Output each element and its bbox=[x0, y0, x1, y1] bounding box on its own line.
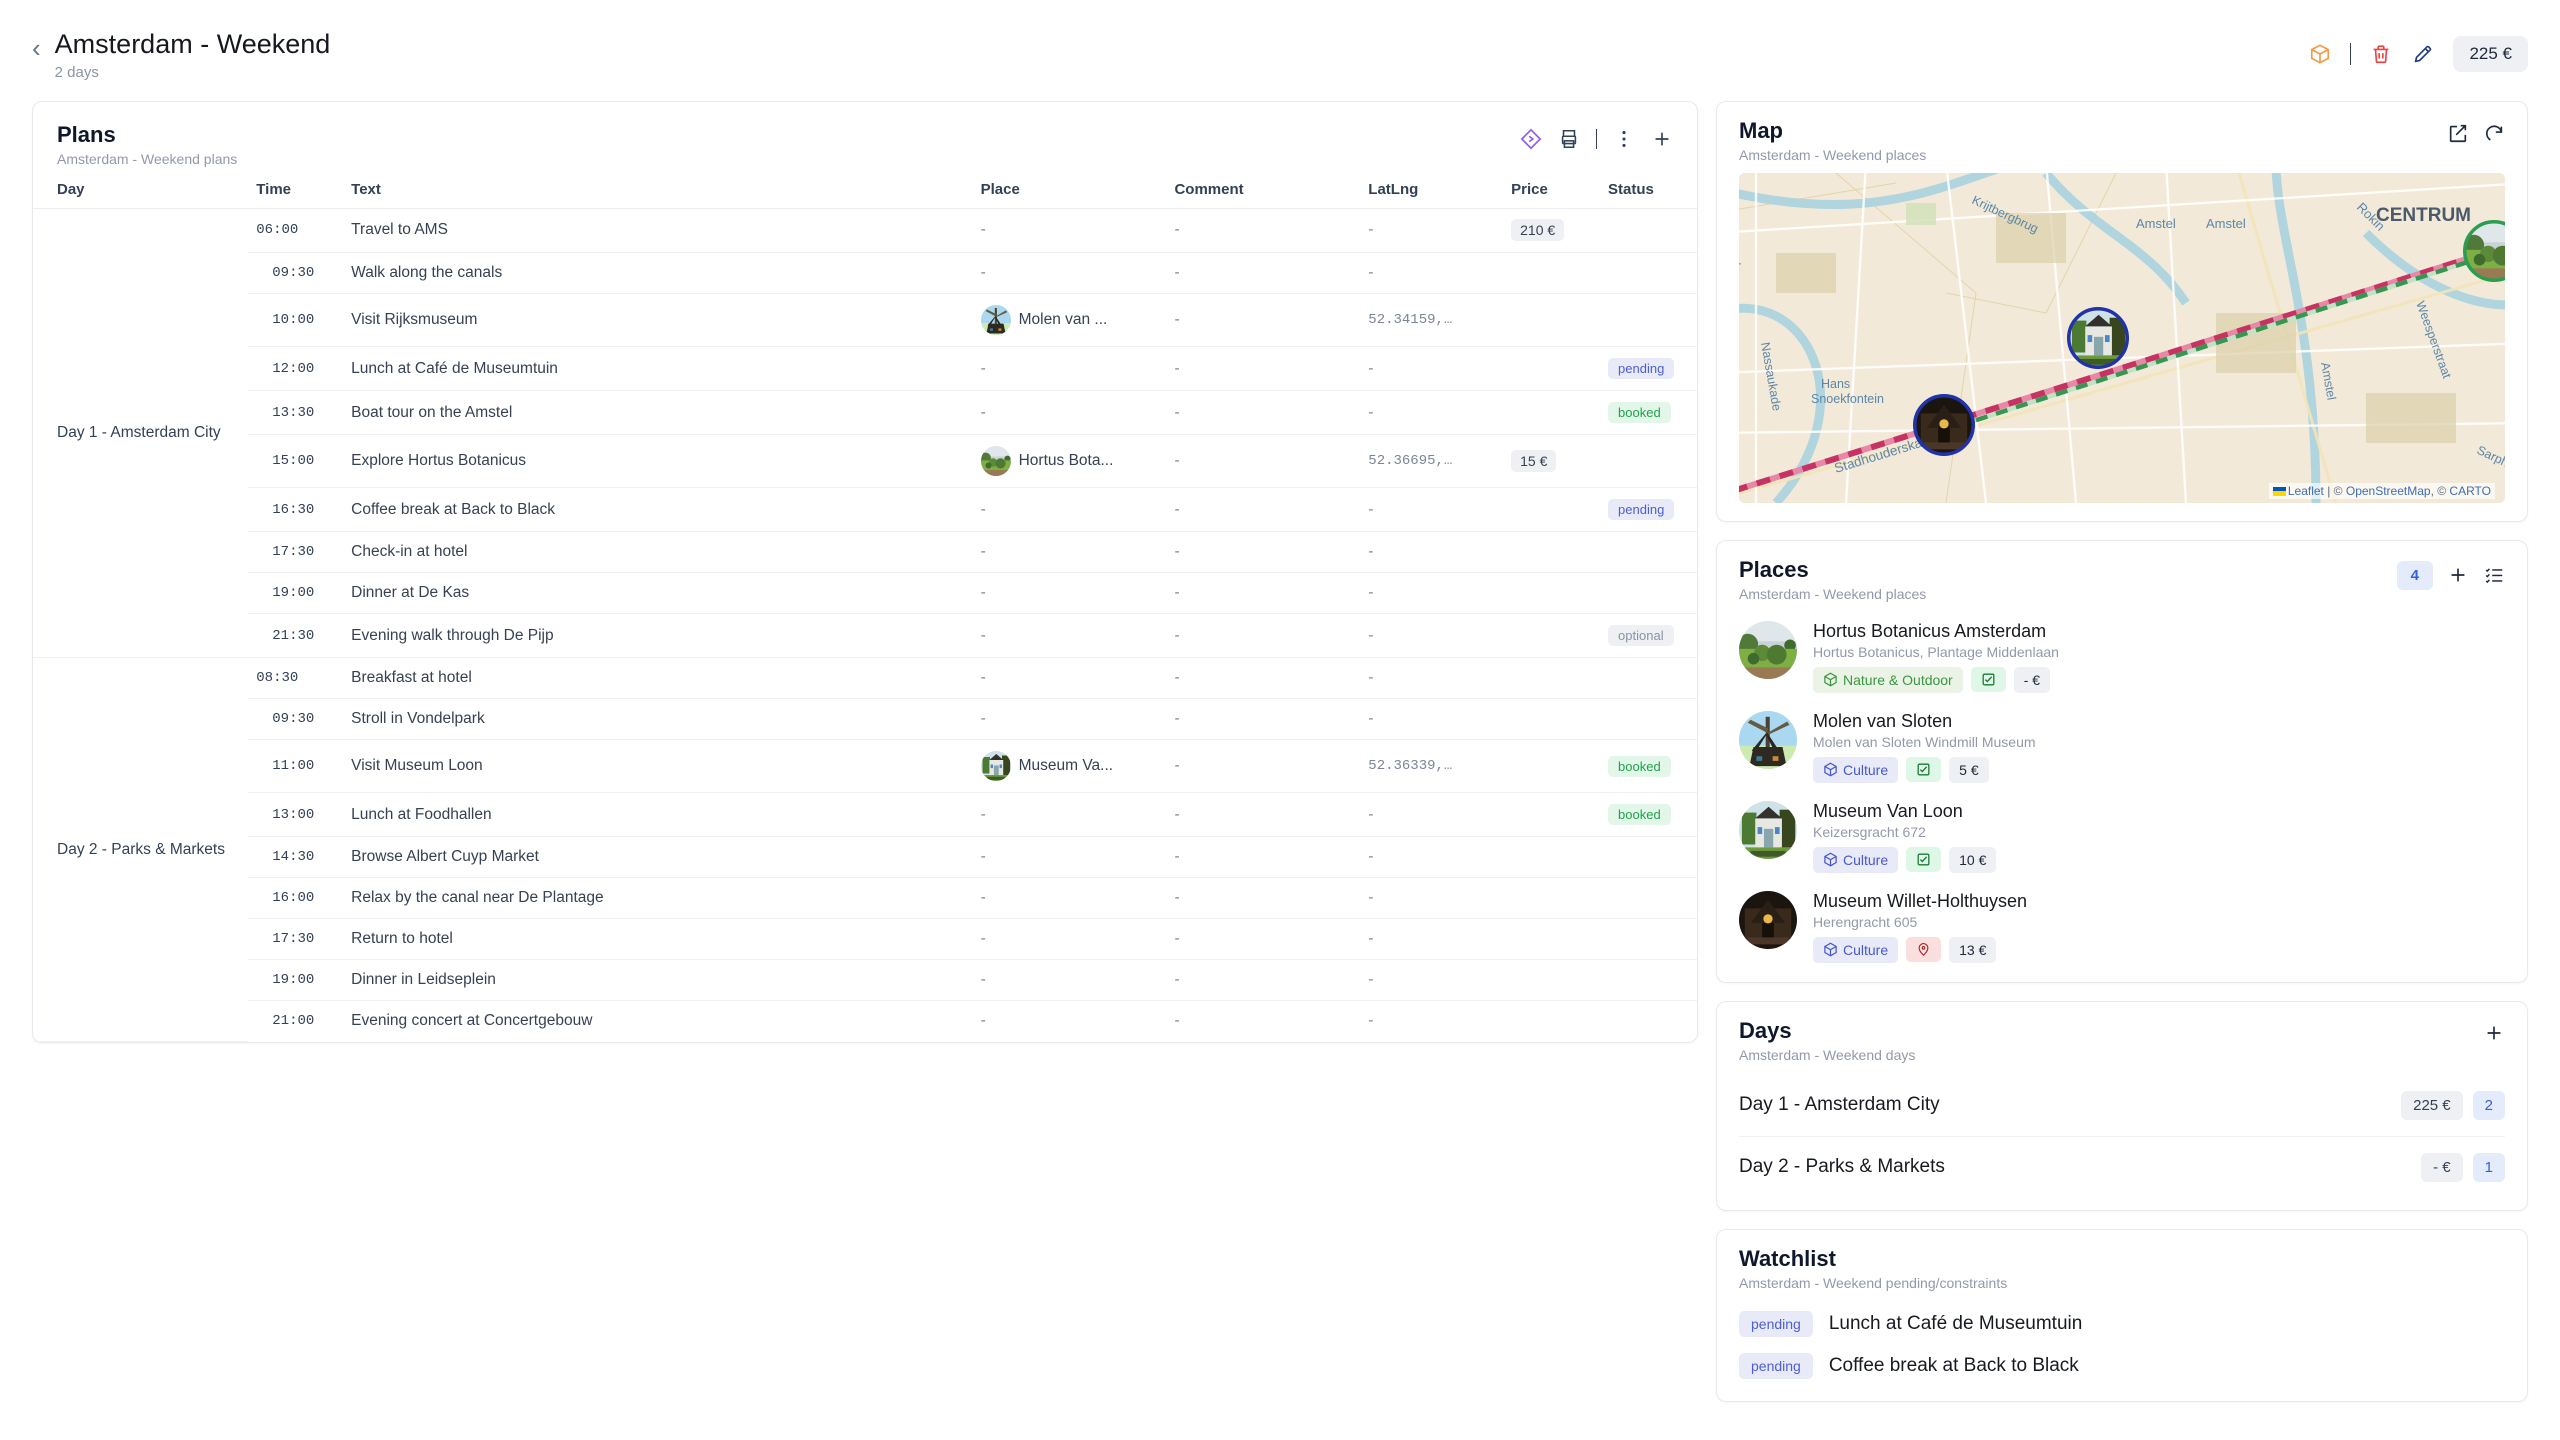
svg-text:Amstel: Amstel bbox=[2136, 216, 2176, 231]
svg-text:CENTRUM: CENTRUM bbox=[2376, 205, 2471, 226]
svg-text:Snoekfontein: Snoekfontein bbox=[1811, 392, 1884, 406]
svg-text:Amstel: Amstel bbox=[2206, 216, 2246, 231]
svg-text:Hans: Hans bbox=[1821, 377, 1850, 391]
